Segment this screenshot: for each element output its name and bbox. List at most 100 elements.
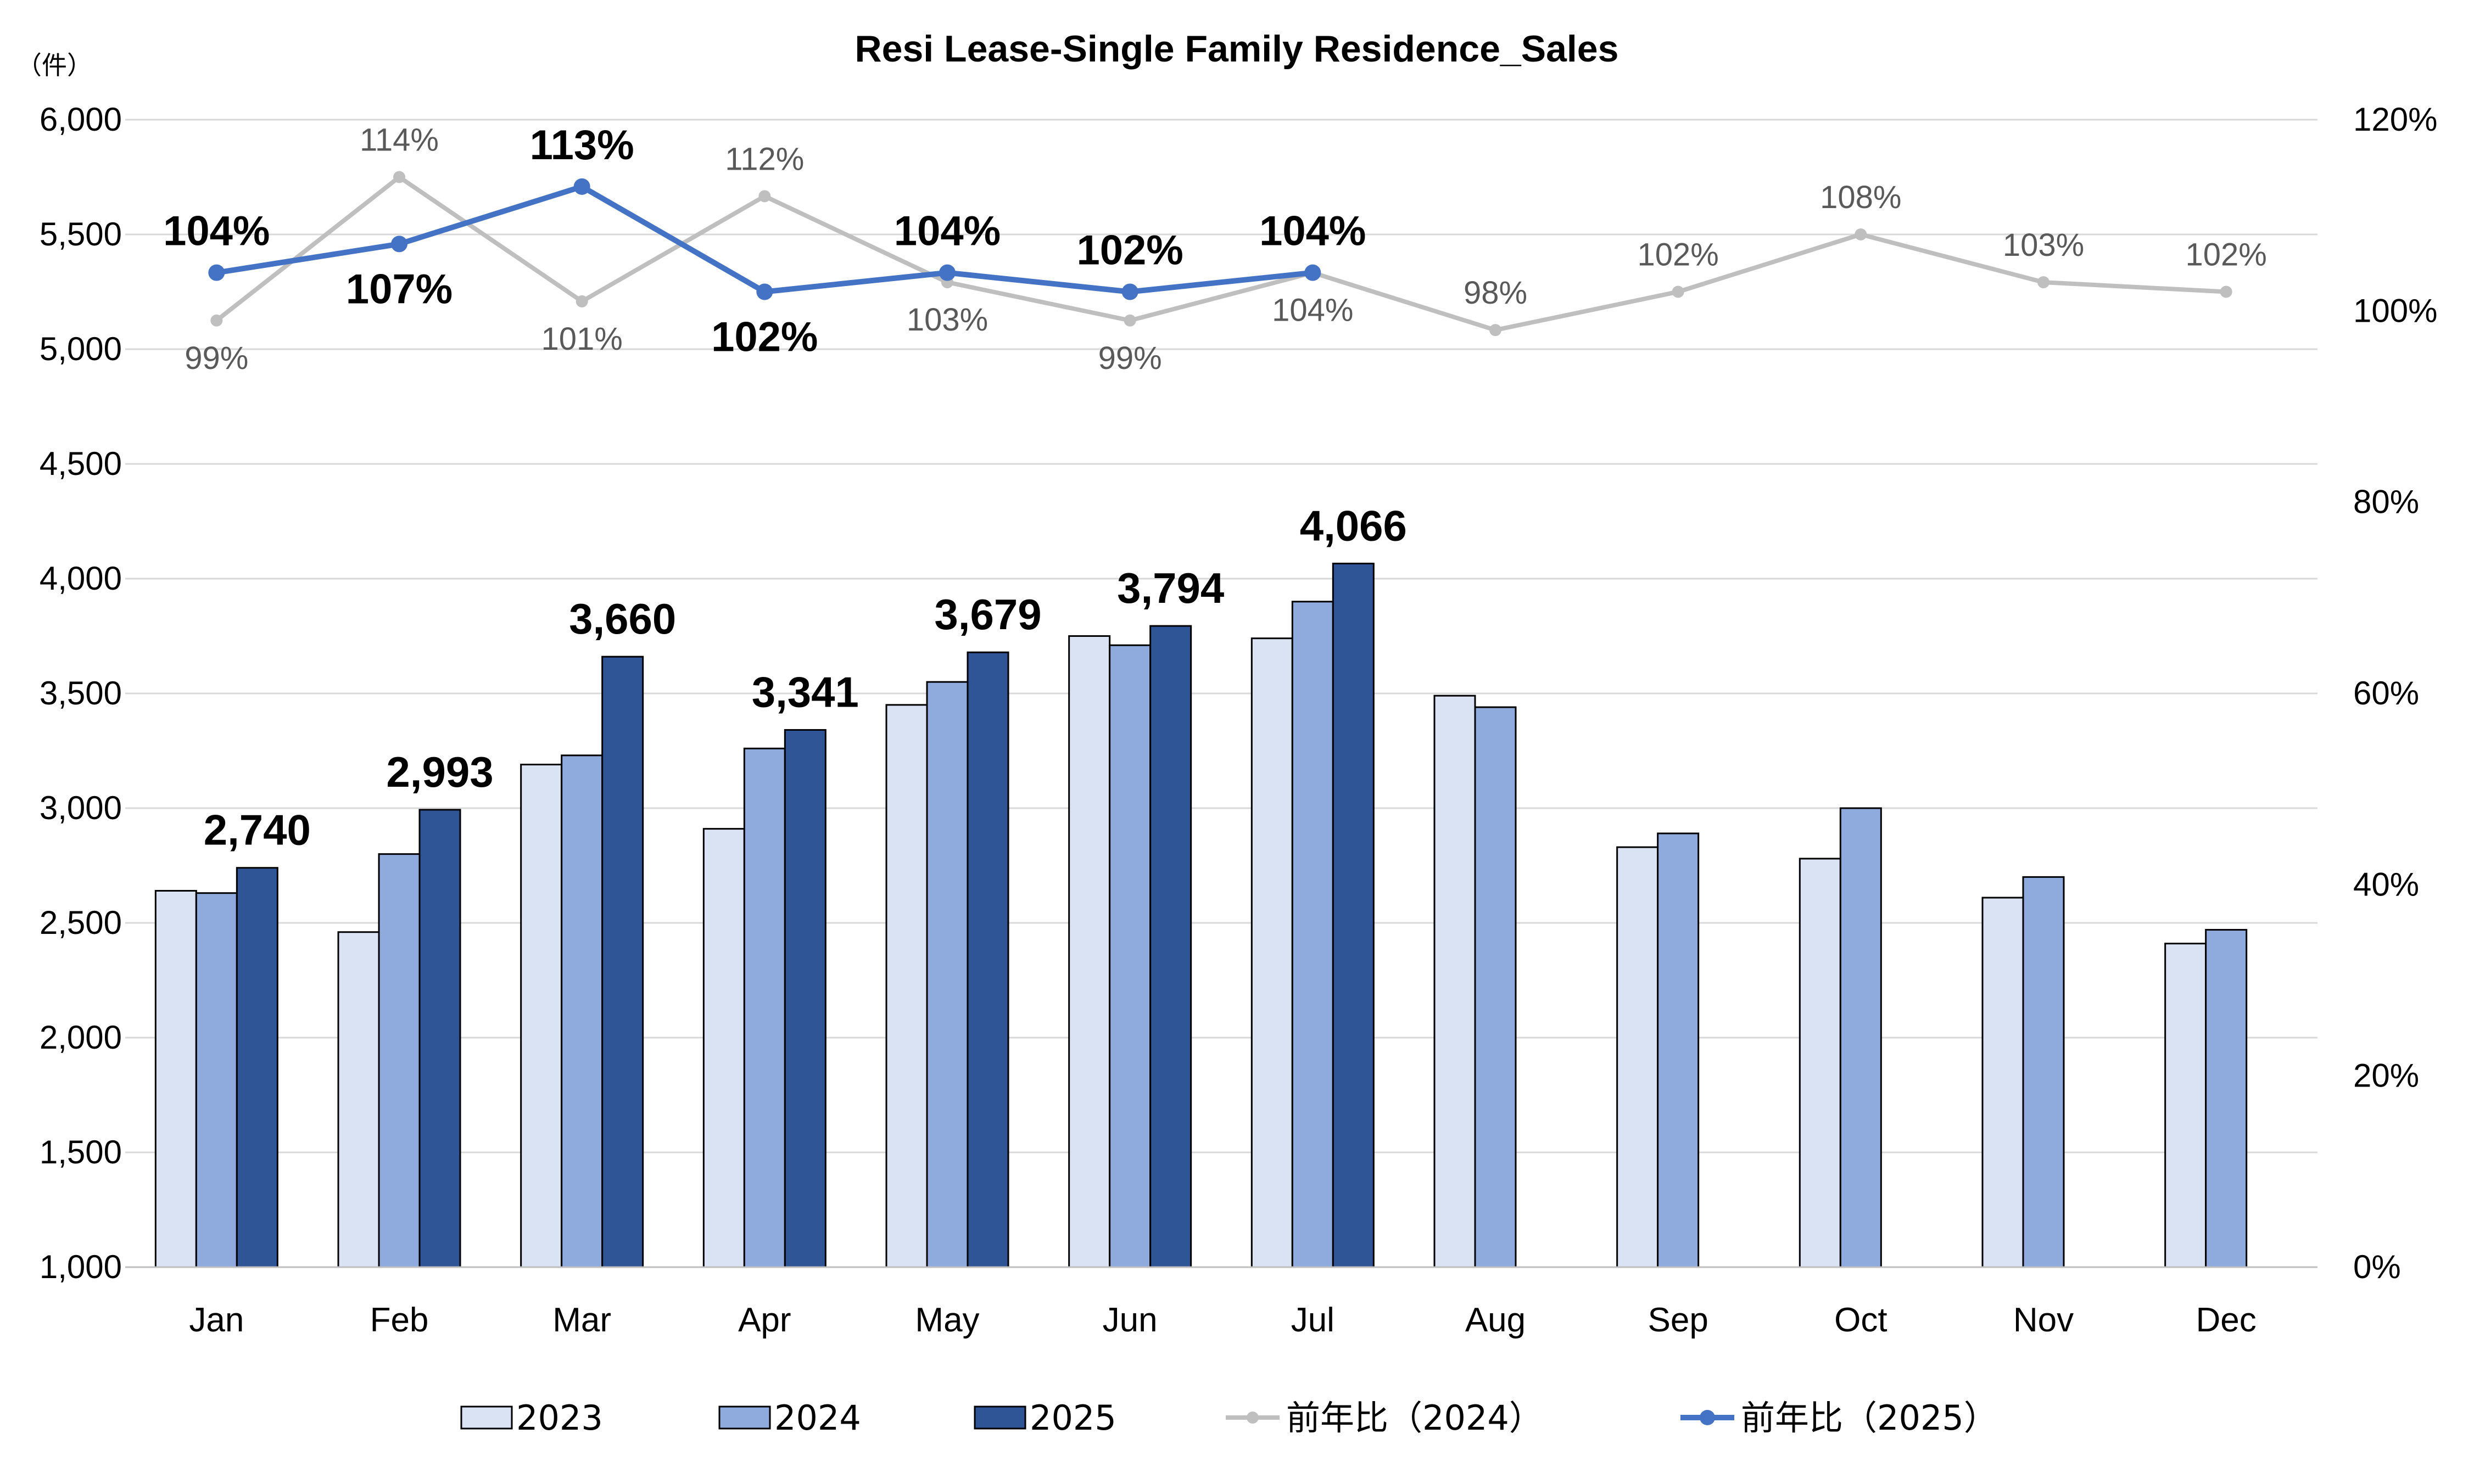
bar: [967, 651, 1009, 1268]
x-tick-label: Dec: [2196, 1301, 2257, 1339]
line-value-label: 104%: [1259, 208, 1366, 255]
x-tick-label: Mar: [552, 1301, 611, 1339]
bar: [195, 892, 238, 1268]
bar: [1616, 846, 1659, 1268]
gridlines: [125, 119, 2317, 1153]
legend-swatch: [460, 1405, 513, 1430]
bar: [1250, 637, 1293, 1268]
x-tick-label: Jul: [1291, 1301, 1334, 1339]
y-tick-label: 1,500: [40, 1134, 122, 1171]
bar: [2164, 943, 2207, 1268]
series-point: [393, 171, 405, 183]
bar: [2022, 876, 2065, 1268]
bar: [1291, 601, 1334, 1268]
line-value-label: 104%: [894, 208, 1001, 255]
line-value-label: 101%: [541, 321, 622, 357]
series-point: [1855, 228, 1867, 240]
line-value-label: 103%: [2003, 227, 2084, 263]
legend-label: 2025: [1030, 1398, 1116, 1438]
y-tick-label: 5,500: [40, 216, 122, 253]
x-tick-label: Feb: [370, 1301, 429, 1339]
y-axis-unit-label: （件）: [16, 51, 92, 80]
x-tick-label: Apr: [738, 1301, 791, 1339]
y2-tick-label: 60%: [2353, 675, 2419, 712]
bar: [418, 809, 461, 1268]
legend-label: 2023: [516, 1398, 603, 1438]
y2-tick-label: 120%: [2353, 101, 2437, 138]
bar: [885, 704, 928, 1268]
bar-value-label: 2,993: [386, 748, 493, 796]
legend-swatch: [718, 1405, 771, 1430]
series-line: [215, 175, 2226, 333]
x-tick-label: Jan: [189, 1301, 244, 1339]
legend: 2023 2024 2025 前年比（2024） 前年比（2025）: [460, 1398, 1998, 1438]
series-point: [1124, 314, 1136, 327]
y2-tick-label: 0%: [2353, 1248, 2401, 1285]
series-point: [2037, 276, 2049, 289]
bar: [926, 681, 969, 1268]
series-point: [756, 283, 773, 300]
y-tick-label: 3,000: [40, 789, 122, 826]
bar: [1657, 832, 1700, 1268]
line-value-label: 112%: [725, 141, 804, 177]
line-value-label: 104%: [1272, 293, 1353, 328]
series-point: [2220, 285, 2232, 298]
bar: [520, 764, 563, 1268]
bar: [236, 867, 278, 1268]
legend-marker: [1700, 1410, 1715, 1425]
legend-label: 2024: [774, 1398, 861, 1438]
y2-tick-label: 20%: [2353, 1057, 2419, 1094]
line-value-label: 107%: [346, 266, 453, 312]
line-value-label: 99%: [1098, 340, 1162, 376]
bar: [337, 931, 380, 1268]
bar: [1332, 562, 1375, 1268]
x-tick-label: Nov: [2013, 1301, 2074, 1339]
series-point: [391, 236, 407, 253]
bar: [561, 754, 604, 1268]
y2-tick-label: 40%: [2353, 866, 2419, 903]
bar-value-label: 3,794: [1117, 564, 1224, 612]
data-labels: 2,740 2,993 3,660 3,341 3,679 3,794 4,066 99% 11…: [163, 122, 2267, 854]
line-value-label: 102%: [711, 314, 818, 361]
line-value-label: 98%: [1464, 275, 1527, 311]
bar-value-label: 4,066: [1300, 501, 1407, 550]
bar: [1149, 625, 1192, 1268]
bar: [154, 889, 197, 1268]
line-value-label: 114%: [360, 122, 439, 158]
bar: [1839, 807, 1882, 1268]
series-point: [208, 264, 225, 281]
y-tick-label: 1,000: [40, 1248, 122, 1285]
y-tick-label: 6,000: [40, 101, 122, 138]
bar: [601, 656, 644, 1268]
y2-tick-label: 100%: [2353, 292, 2437, 329]
legend-marker: [1247, 1412, 1259, 1424]
y2-tick-label: 80%: [2353, 484, 2419, 520]
series-point: [576, 295, 588, 307]
series-point: [1121, 283, 1138, 300]
line-value-label: 99%: [185, 340, 248, 376]
line-value-label: 103%: [907, 302, 988, 338]
bars: [154, 562, 2248, 1268]
bar: [1474, 706, 1517, 1268]
chart-title: Resi Lease-Single Family Residence_Sales: [855, 28, 1619, 70]
x-tick-label: Oct: [1834, 1301, 1887, 1339]
bar-value-label: 3,660: [569, 595, 676, 643]
legend-swatch: [974, 1405, 1026, 1430]
line-value-label: 113%: [530, 122, 634, 169]
bar: [1109, 644, 1152, 1268]
legend-label: 前年比（2024）: [1286, 1398, 1543, 1438]
line-value-label: 108%: [1820, 180, 1901, 215]
line-value-label: 102%: [1637, 237, 1718, 273]
bar-value-label: 2,740: [204, 806, 311, 854]
x-tick-label: Sep: [1648, 1301, 1708, 1339]
line-value-label: 102%: [1076, 227, 1183, 274]
y-tick-label: 2,500: [40, 904, 122, 941]
y-tick-label: 4,500: [40, 445, 122, 482]
bar: [1799, 858, 1841, 1268]
line-value-label: 104%: [163, 208, 270, 255]
bar: [2205, 929, 2248, 1268]
y-tick-label: 5,000: [40, 331, 122, 367]
series-point: [1672, 285, 1684, 298]
